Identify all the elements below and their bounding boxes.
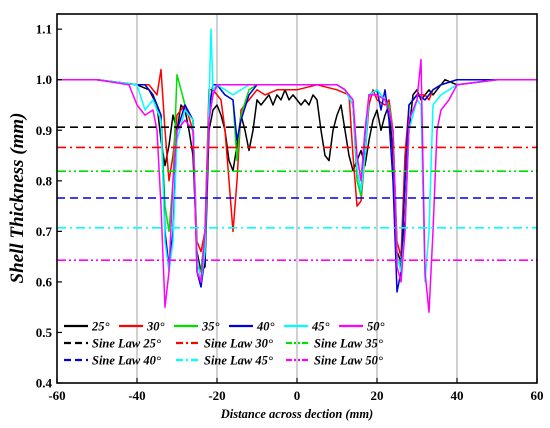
x-tick-label: 0 [294, 388, 301, 403]
y-tick-label: 0.8 [36, 173, 53, 188]
x-axis-label: Distance across dection (mm) [220, 407, 373, 421]
legend-label-1: 30° [146, 320, 165, 334]
legend-label-2: 35° [201, 320, 220, 334]
legend-label-5: 50° [367, 320, 385, 334]
legend-label-8: Sine Law 35° [314, 337, 383, 351]
legend-label-3: 40° [256, 320, 275, 334]
y-axis-label: Shell Thickness (mm) [7, 112, 28, 283]
series-lines [57, 28, 537, 313]
legend: 25° 30° 35° 40° 45° 50° Sine Law 25° Sine Law 3… [64, 320, 385, 368]
y-tick-label: 0.9 [36, 123, 53, 138]
legend-label-11: Sine Law 50° [314, 354, 383, 368]
y-tick-label: 0.5 [36, 325, 53, 340]
x-tick-label: -20 [208, 388, 225, 403]
x-tick-label: -60 [48, 388, 65, 403]
legend-label-4: 45° [311, 320, 330, 334]
y-tick-label: 1.1 [36, 22, 52, 37]
legend-label-6: Sine Law 25° [92, 337, 161, 351]
y-tick-label: 0.6 [36, 274, 53, 289]
x-tick-label: 20 [371, 388, 384, 403]
x-tick-label: -40 [128, 388, 145, 403]
legend-label-10: Sine Law 45° [204, 354, 273, 368]
legend-label-7: Sine Law 30° [204, 337, 273, 351]
legend-label-0: 25° [91, 320, 110, 334]
series-line-5 [57, 58, 537, 313]
axis-ticks: -60 -40 -20 0 20 40 60 0.4 0.5 0.6 0.7 0.8 0.9 1.0 1.1 [36, 22, 544, 403]
y-tick-label: 1.0 [36, 72, 52, 87]
legend-label-9: Sine Law 40° [92, 354, 161, 368]
y-tick-label: 0.7 [36, 224, 53, 239]
y-tick-label: 0.4 [36, 376, 53, 391]
x-tick-label: 40 [451, 388, 464, 403]
x-tick-label: 60 [531, 388, 544, 403]
